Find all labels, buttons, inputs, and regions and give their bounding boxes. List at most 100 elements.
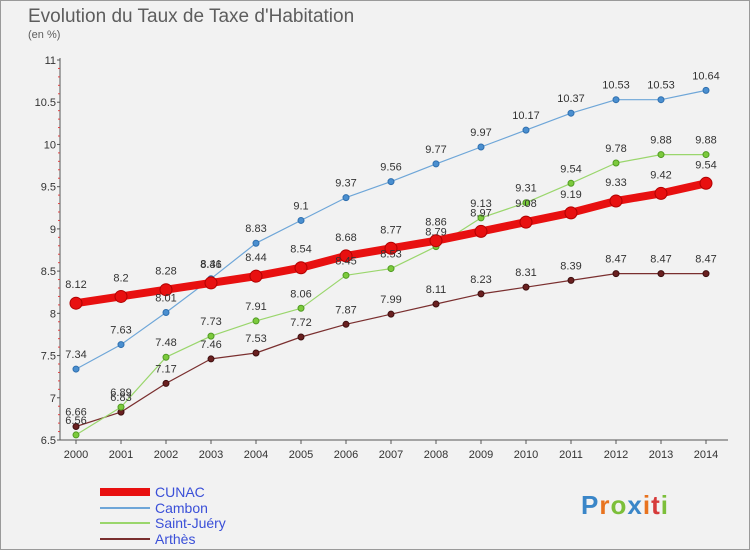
- x-tick-label: 2002: [154, 449, 178, 461]
- data-point: [249, 269, 263, 283]
- data-label: 8.45: [335, 255, 356, 267]
- data-label: 8.47: [695, 254, 716, 266]
- data-point: [387, 265, 395, 273]
- data-point: [567, 179, 575, 187]
- data-point: [162, 379, 170, 387]
- data-label: 8.23: [470, 274, 491, 286]
- data-label: 8.12: [65, 279, 86, 291]
- data-point: [519, 215, 533, 229]
- data-point: [657, 151, 665, 159]
- data-point: [609, 194, 623, 208]
- logo-letter: P: [581, 490, 600, 520]
- data-point: [567, 276, 575, 284]
- data-label: 9.37: [335, 178, 356, 190]
- data-point: [387, 178, 395, 186]
- data-point: [429, 234, 443, 248]
- data-point: [567, 109, 575, 117]
- x-tick-label: 2007: [379, 449, 403, 461]
- data-label: 10.64: [692, 70, 720, 82]
- data-label: 8.06: [290, 288, 311, 300]
- data-point: [297, 333, 305, 341]
- data-point: [699, 176, 713, 190]
- data-label: 7.72: [290, 317, 311, 329]
- data-label: 8.47: [650, 254, 671, 266]
- data-label: 9.33: [605, 177, 626, 189]
- data-point: [612, 159, 620, 167]
- data-point: [432, 160, 440, 168]
- logo-letter: t: [651, 490, 661, 520]
- data-point: [342, 271, 350, 279]
- data-label: 9.88: [695, 135, 716, 147]
- x-tick-label: 2004: [244, 449, 268, 461]
- data-label: 8.39: [560, 260, 581, 272]
- data-label: 9.08: [515, 198, 536, 210]
- data-point: [657, 96, 665, 104]
- y-tick-label: 7: [50, 393, 56, 405]
- data-label: 8.97: [470, 207, 491, 219]
- data-point: [702, 86, 710, 94]
- logo-letter: i: [660, 490, 669, 520]
- logo-letter: x: [627, 490, 643, 520]
- data-point: [69, 296, 83, 310]
- data-label: 6.83: [110, 392, 131, 404]
- data-label: 8.79: [425, 227, 446, 239]
- data-point: [159, 283, 173, 297]
- x-tick-label: 2011: [559, 449, 583, 461]
- data-label: 8.54: [290, 244, 311, 256]
- x-tick-label: 2014: [694, 449, 718, 461]
- legend-swatch: [100, 507, 150, 509]
- x-tick-label: 2005: [289, 449, 313, 461]
- data-point: [297, 216, 305, 224]
- data-point: [117, 403, 125, 411]
- data-point: [117, 341, 125, 349]
- proxiti-logo: Proxiti: [581, 490, 669, 521]
- data-point: [657, 270, 665, 278]
- data-label: 8.11: [426, 284, 447, 296]
- data-point: [384, 241, 398, 255]
- data-label: 6.66: [65, 406, 86, 418]
- y-tick-label: 10.5: [35, 97, 56, 109]
- y-tick-label: 9.5: [41, 182, 56, 194]
- data-point: [297, 304, 305, 312]
- y-tick-label: 9: [50, 224, 56, 236]
- data-label: 8.68: [335, 232, 356, 244]
- data-label: 8.86: [425, 217, 446, 229]
- x-tick-label: 2001: [109, 449, 133, 461]
- data-point: [702, 151, 710, 159]
- data-label: 9.88: [650, 135, 671, 147]
- data-point: [72, 422, 80, 430]
- data-point: [522, 199, 530, 207]
- data-point: [204, 276, 218, 290]
- data-label: 8.41: [200, 259, 221, 271]
- data-label: 9.13: [470, 198, 491, 210]
- data-label: 7.99: [380, 294, 401, 306]
- data-label: 9.78: [605, 143, 626, 155]
- data-label: 8.36: [200, 259, 221, 271]
- logo-letter: r: [599, 490, 611, 520]
- data-label: 7.17: [155, 363, 176, 375]
- data-point: [252, 349, 260, 357]
- data-point: [612, 270, 620, 278]
- data-label: 9.42: [650, 169, 671, 181]
- data-point: [207, 355, 215, 363]
- x-tick-label: 2012: [604, 449, 628, 461]
- data-label: 10.17: [512, 110, 540, 122]
- y-tick-label: 7.5: [41, 351, 56, 363]
- data-label: 7.91: [245, 301, 266, 313]
- data-label: 9.54: [560, 163, 581, 175]
- data-label: 8.53: [380, 249, 401, 261]
- data-label: 8.44: [245, 252, 266, 264]
- data-label: 8.28: [155, 266, 176, 278]
- data-label: 7.53: [245, 333, 266, 345]
- legend-label: Arthès: [155, 531, 196, 547]
- x-tick-label: 2006: [334, 449, 358, 461]
- chart-subtitle: (en %): [28, 29, 61, 41]
- data-label: 8.2: [113, 272, 128, 284]
- data-point: [339, 249, 353, 263]
- data-point: [252, 317, 260, 325]
- data-label: 9.19: [560, 189, 581, 201]
- data-label: 6.89: [110, 387, 131, 399]
- x-tick-label: 2010: [514, 449, 538, 461]
- data-point: [522, 283, 530, 291]
